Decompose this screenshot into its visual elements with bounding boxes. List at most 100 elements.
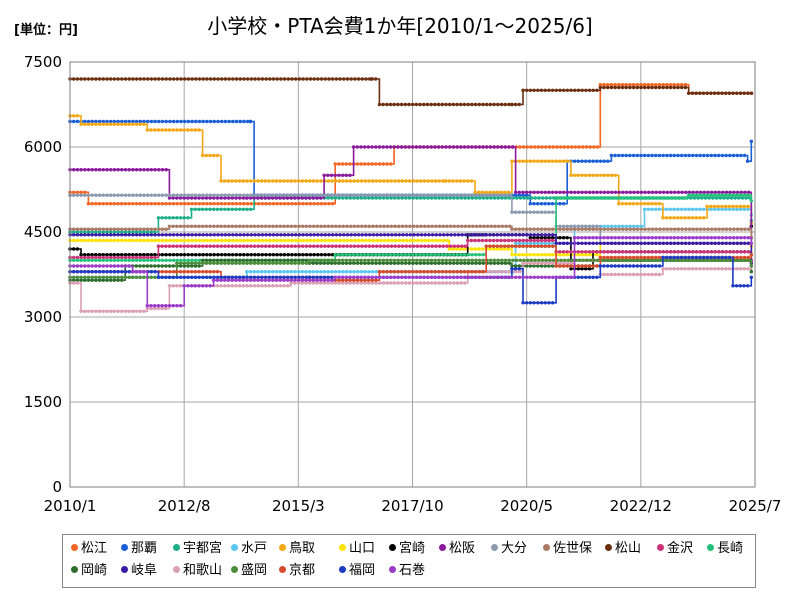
data-point bbox=[105, 253, 109, 257]
data-point bbox=[294, 193, 298, 197]
data-point bbox=[94, 233, 98, 237]
data-point bbox=[481, 102, 485, 107]
data-point bbox=[510, 253, 514, 257]
data-point bbox=[657, 85, 662, 90]
data-point bbox=[510, 210, 514, 214]
data-point bbox=[282, 202, 287, 206]
series-line bbox=[70, 115, 753, 225]
data-point bbox=[525, 145, 529, 149]
data-point bbox=[422, 196, 426, 200]
data-point bbox=[617, 85, 621, 90]
data-point bbox=[532, 88, 536, 93]
data-point bbox=[75, 255, 80, 260]
data-point bbox=[186, 270, 190, 274]
data-point bbox=[352, 179, 356, 183]
data-point bbox=[264, 253, 268, 257]
data-point bbox=[79, 258, 83, 262]
data-point bbox=[322, 278, 327, 282]
data-point bbox=[543, 244, 548, 248]
data-point bbox=[685, 258, 689, 262]
data-point bbox=[219, 207, 223, 211]
data-point bbox=[481, 145, 485, 149]
data-point bbox=[694, 267, 698, 271]
data-point bbox=[528, 88, 533, 93]
data-point bbox=[569, 224, 573, 228]
data-point bbox=[732, 227, 736, 231]
data-point bbox=[513, 227, 518, 231]
data-point bbox=[379, 233, 383, 237]
data-point bbox=[429, 270, 433, 274]
data-point bbox=[149, 255, 154, 260]
data-point bbox=[426, 244, 431, 248]
data-point bbox=[72, 247, 76, 251]
data-point bbox=[617, 153, 621, 158]
data-point bbox=[665, 196, 669, 200]
data-point bbox=[356, 77, 361, 81]
data-point bbox=[700, 196, 704, 200]
data-point bbox=[182, 264, 187, 268]
data-point bbox=[506, 190, 511, 194]
data-point bbox=[197, 284, 201, 288]
data-point bbox=[72, 227, 76, 231]
data-point bbox=[613, 272, 617, 277]
data-point bbox=[171, 233, 176, 237]
data-point bbox=[613, 190, 618, 194]
data-point bbox=[179, 77, 183, 81]
data-point bbox=[216, 77, 220, 81]
data-point bbox=[75, 193, 80, 197]
data-point bbox=[658, 227, 662, 231]
data-point bbox=[304, 258, 308, 262]
data-point bbox=[433, 281, 437, 285]
data-point bbox=[349, 244, 353, 248]
data-point bbox=[337, 275, 341, 279]
data-point bbox=[90, 253, 94, 257]
data-point bbox=[724, 255, 728, 260]
data-point bbox=[94, 77, 98, 81]
data-point bbox=[352, 196, 356, 200]
data-point bbox=[525, 193, 529, 197]
data-point bbox=[499, 244, 503, 248]
data-point bbox=[532, 253, 536, 257]
data-point bbox=[197, 77, 202, 81]
data-point bbox=[475, 193, 479, 197]
data-point bbox=[86, 278, 91, 282]
data-point bbox=[363, 281, 367, 285]
data-point bbox=[311, 270, 316, 274]
data-point bbox=[558, 159, 562, 163]
data-point bbox=[75, 190, 80, 194]
data-point bbox=[348, 173, 352, 177]
data-point bbox=[327, 253, 331, 257]
data-point bbox=[716, 193, 720, 197]
data-point bbox=[532, 210, 536, 214]
data-point bbox=[219, 224, 223, 228]
data-point bbox=[245, 253, 250, 257]
data-point bbox=[337, 278, 341, 282]
data-point bbox=[433, 275, 437, 279]
data-point bbox=[311, 258, 315, 262]
data-point bbox=[116, 168, 120, 172]
data-point bbox=[558, 202, 562, 206]
data-point bbox=[529, 258, 534, 262]
data-point bbox=[127, 264, 131, 268]
data-point bbox=[134, 309, 139, 313]
data-point bbox=[644, 258, 648, 262]
data-point bbox=[301, 233, 305, 237]
data-point bbox=[381, 275, 385, 279]
data-point bbox=[658, 241, 662, 245]
data-point bbox=[532, 233, 536, 237]
data-point bbox=[539, 236, 544, 240]
data-point bbox=[278, 275, 283, 279]
data-point bbox=[609, 264, 614, 268]
data-point bbox=[72, 190, 76, 194]
data-point bbox=[429, 281, 434, 285]
data-point bbox=[352, 281, 356, 285]
data-point bbox=[709, 193, 713, 197]
data-point bbox=[658, 250, 662, 254]
data-point bbox=[525, 238, 529, 243]
data-point bbox=[190, 233, 194, 237]
data-point bbox=[352, 261, 356, 265]
data-point bbox=[97, 255, 102, 260]
data-point bbox=[463, 261, 467, 265]
data-point bbox=[160, 304, 164, 308]
data-point bbox=[353, 238, 357, 243]
